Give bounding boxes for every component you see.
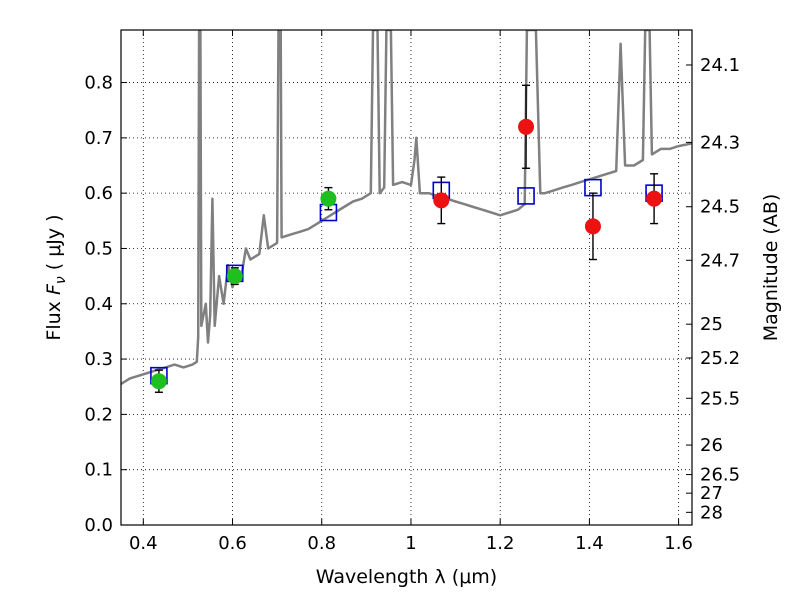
y-tick-label: 0.1	[84, 460, 113, 481]
spectrum-line	[121, 30, 692, 386]
right-tick-label: 26	[700, 435, 723, 456]
x-tick-label: 0.4	[129, 533, 158, 554]
y-tick-label: 0.4	[84, 294, 113, 315]
photometry-point	[584, 218, 601, 235]
right-tick-label: 27	[700, 483, 723, 504]
photometry-point	[150, 373, 167, 390]
x-tick-label: 0.6	[218, 533, 247, 554]
y-tick-label: 0.7	[84, 128, 113, 149]
y-tick-label: 0.5	[84, 238, 113, 259]
data-markers	[150, 84, 663, 393]
photometry-point	[226, 268, 243, 285]
y-axis-label: Flux Fν ( μJy )	[43, 214, 69, 340]
photometry-point	[518, 118, 535, 135]
x-tick-label: 0.8	[307, 533, 336, 554]
grid-lines	[121, 30, 692, 526]
x-tick-label: 1.6	[664, 533, 693, 554]
y-axis-label-subscript: ν	[53, 276, 69, 284]
y-tick-label: 0.6	[84, 183, 113, 204]
right-tick-label: 25	[700, 314, 723, 335]
photometry-point	[646, 190, 663, 207]
y-tick-label: 0.2	[84, 404, 113, 425]
right-tick-label: 24.3	[700, 132, 740, 153]
x-tick-label: 1.2	[486, 533, 515, 554]
right-tick-label: 24.5	[700, 197, 740, 218]
y-tick-label: 0.3	[84, 349, 113, 370]
spectrum-curve	[121, 30, 692, 386]
axis-ticks: 0.4 0.6 0.8 1 1.2 1.4 1.6 0.0 0.1 0.2 0.3 0.4 0.5 0.6…	[84, 30, 740, 554]
right-axis-label: Magnitude (AB)	[760, 194, 782, 342]
right-tick-label: 24.1	[700, 55, 740, 76]
photometry-point	[320, 190, 337, 207]
y-axis-label-symbol: F	[43, 283, 65, 295]
x-tick-label: 1	[405, 533, 416, 554]
x-tick-label: 1.4	[575, 533, 604, 554]
y-tick-label: 0.0	[84, 515, 113, 536]
y-tick-label: 0.8	[84, 73, 113, 94]
y-axis-label-unit: ( μJy )	[43, 214, 65, 276]
plot-frame	[120, 29, 693, 526]
model-square-marker	[517, 187, 535, 205]
photometry-point	[433, 192, 450, 209]
right-tick-label: 28	[700, 502, 723, 523]
right-tick-label: 25.2	[700, 348, 740, 369]
y-axis-label-prefix: Flux	[43, 295, 65, 341]
right-tick-label: 25.5	[700, 388, 740, 409]
right-tick-label: 26.5	[700, 465, 740, 486]
right-tick-label: 24.7	[700, 250, 740, 271]
x-axis-label: Wavelength λ (μm)	[316, 566, 497, 588]
